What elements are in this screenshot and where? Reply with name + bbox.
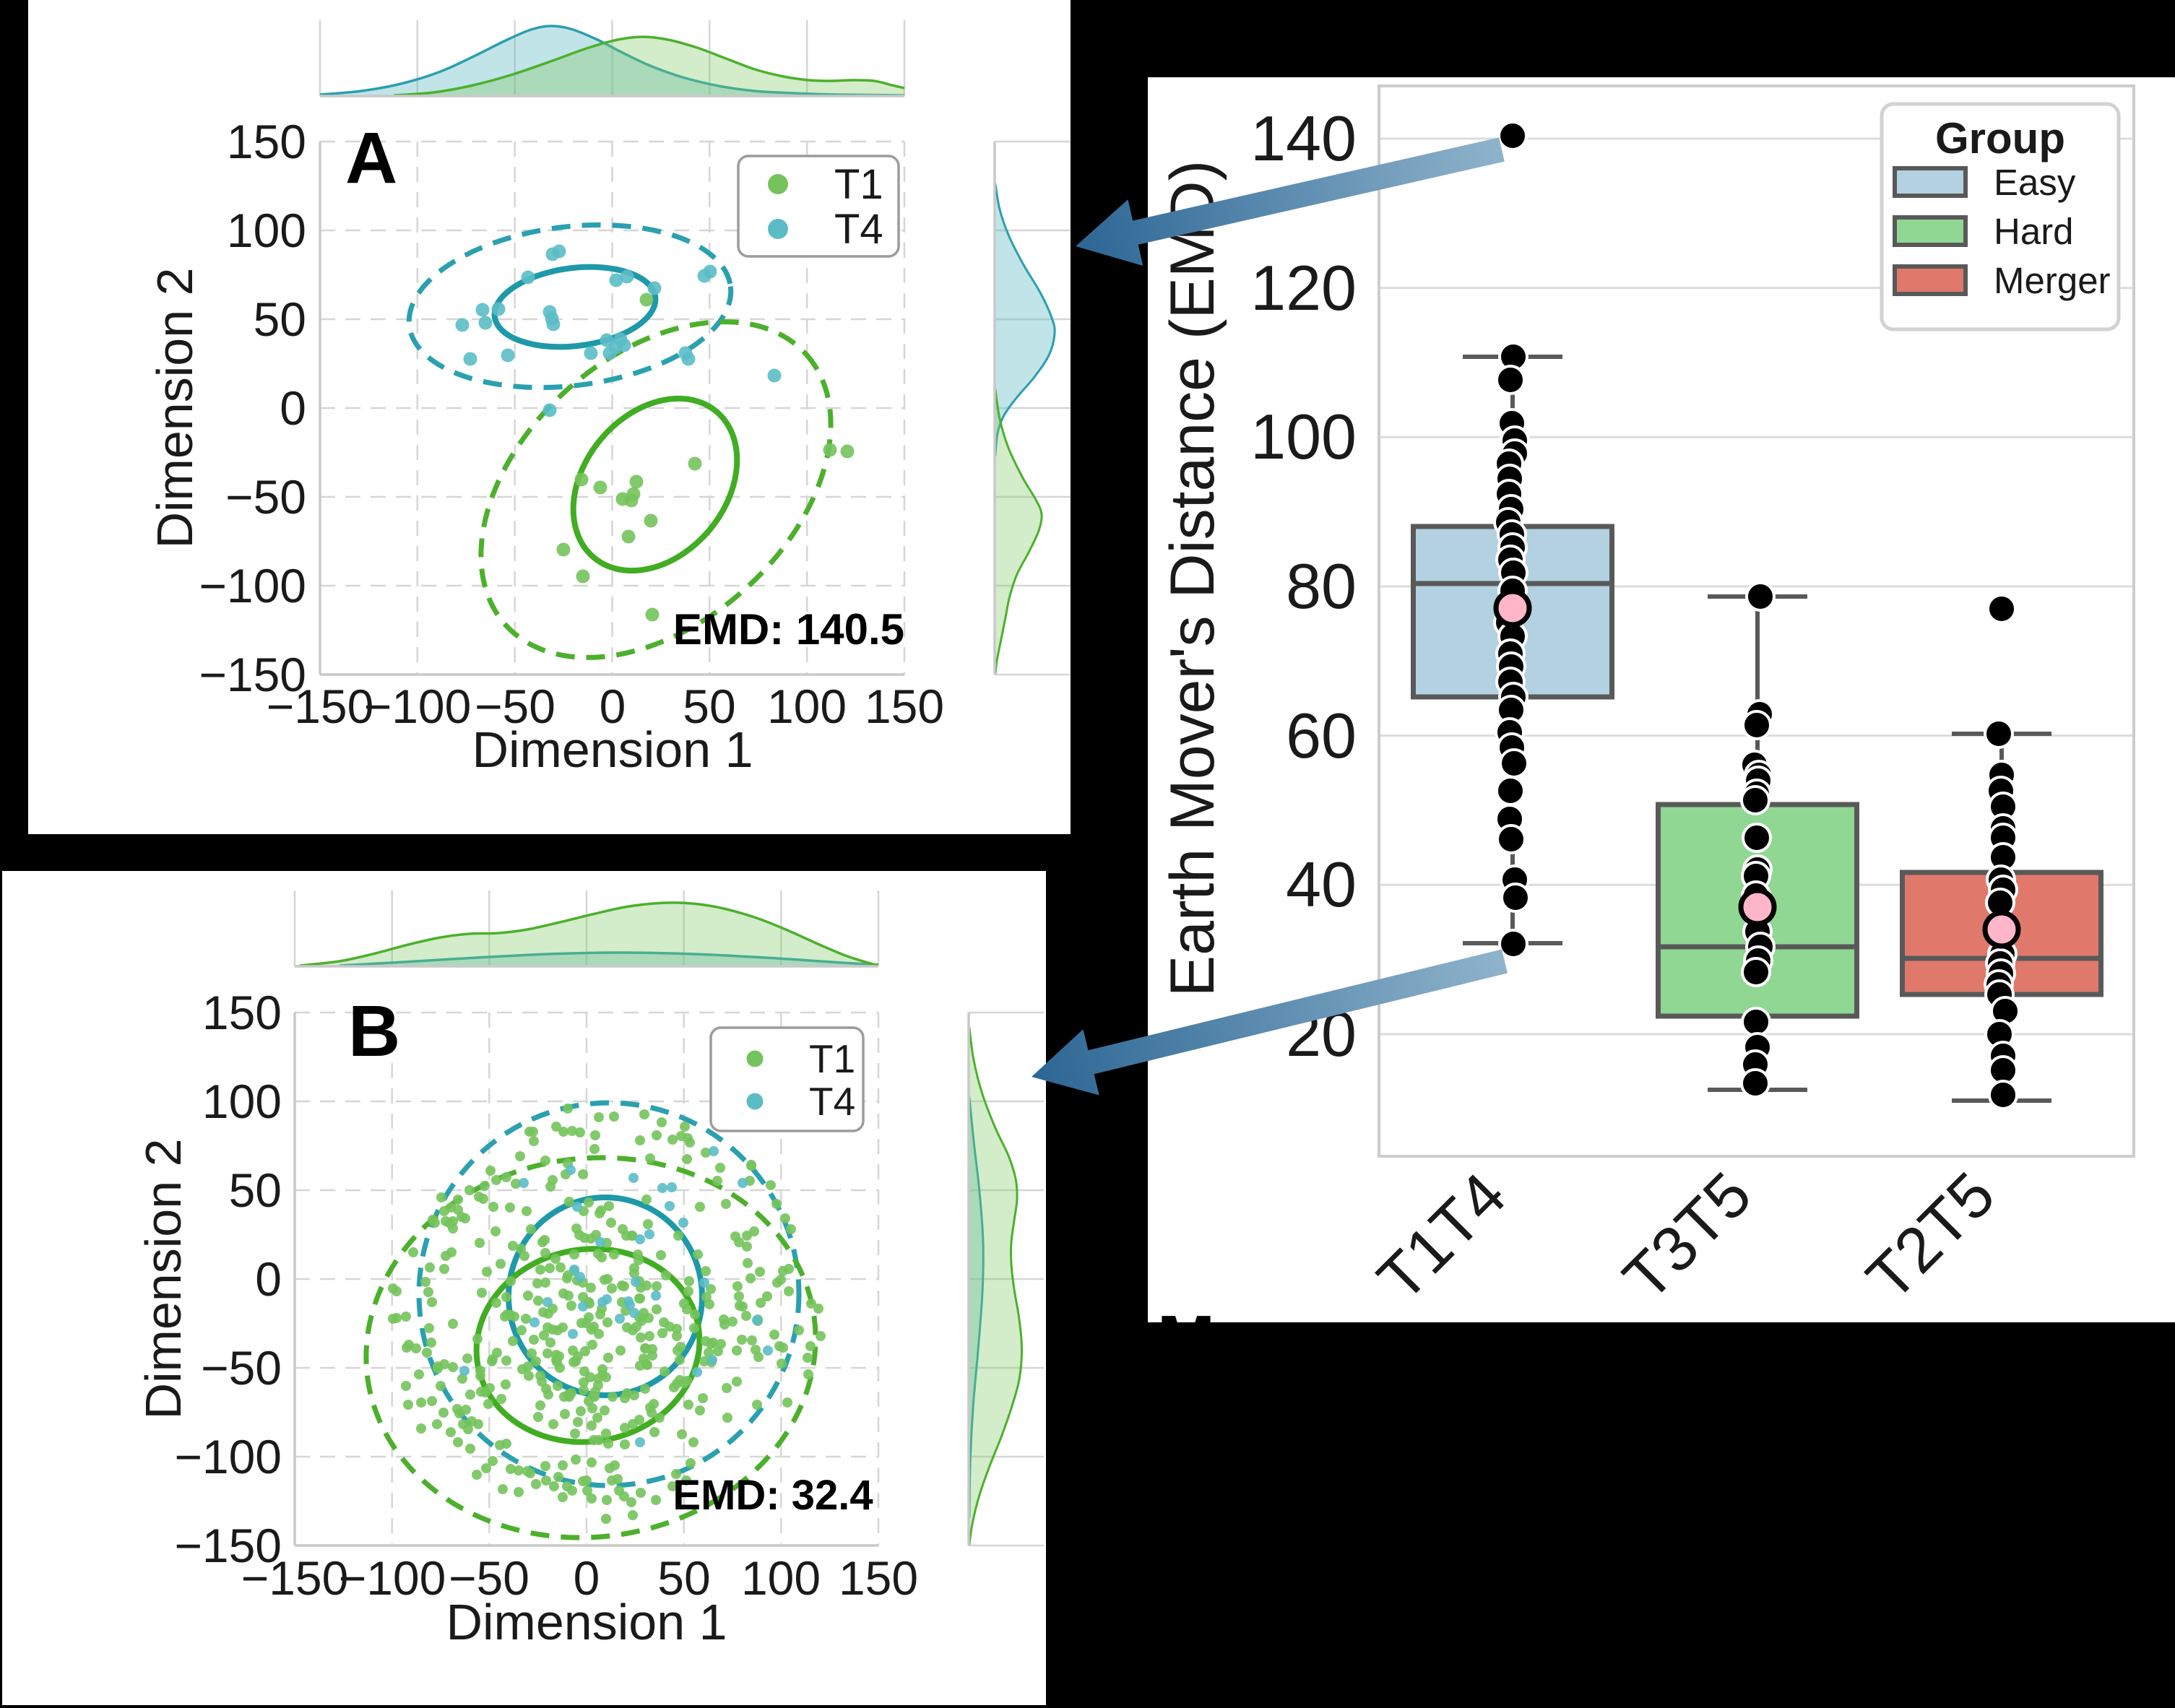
svg-text:−100: −100 — [199, 559, 306, 612]
svg-text:−100: −100 — [174, 1430, 282, 1483]
svg-text:−50: −50 — [225, 470, 306, 524]
svg-text:T4: T4 — [809, 1079, 855, 1124]
svg-text:100: 100 — [227, 204, 306, 257]
svg-text:−150: −150 — [174, 1519, 282, 1572]
svg-text:140: 140 — [1250, 103, 1357, 174]
svg-text:Dimension 2: Dimension 2 — [135, 1138, 191, 1419]
svg-text:T4: T4 — [834, 206, 883, 253]
svg-text:150: 150 — [865, 680, 944, 733]
svg-text:0: 0 — [600, 680, 626, 733]
svg-text:50: 50 — [657, 1551, 710, 1605]
svg-text:−50: −50 — [449, 1551, 529, 1605]
svg-text:0: 0 — [255, 1252, 282, 1306]
svg-text:M: M — [1157, 1301, 1215, 1379]
svg-text:0: 0 — [574, 1551, 600, 1605]
svg-text:100: 100 — [741, 1551, 821, 1605]
svg-text:−150: −150 — [241, 1551, 349, 1605]
svg-text:T1: T1 — [809, 1036, 855, 1081]
svg-text:Dimension 2: Dimension 2 — [147, 267, 203, 548]
svg-text:−100: −100 — [339, 1551, 446, 1605]
svg-text:50: 50 — [254, 292, 306, 346]
svg-text:60: 60 — [1286, 700, 1357, 771]
svg-text:−100: −100 — [364, 680, 472, 733]
svg-text:EMD: 32.4: EMD: 32.4 — [673, 1472, 873, 1519]
svg-text:50: 50 — [683, 680, 735, 733]
svg-text:Earth Mover's Distance (EMD): Earth Mover's Distance (EMD) — [1158, 160, 1227, 997]
svg-text:−150: −150 — [267, 680, 374, 733]
svg-text:150: 150 — [227, 115, 306, 168]
svg-text:Dimension 1: Dimension 1 — [446, 1594, 727, 1650]
svg-text:−50: −50 — [201, 1341, 282, 1395]
svg-text:40: 40 — [1286, 849, 1357, 920]
svg-text:−50: −50 — [475, 680, 555, 733]
svg-text:100: 100 — [1250, 401, 1357, 472]
svg-text:Dimension 1: Dimension 1 — [472, 721, 753, 778]
svg-text:80: 80 — [1286, 550, 1357, 622]
svg-text:100: 100 — [767, 680, 847, 733]
svg-text:0: 0 — [280, 381, 306, 435]
svg-text:A: A — [345, 118, 397, 199]
svg-text:Group: Group — [1935, 114, 2065, 162]
svg-text:−150: −150 — [199, 648, 306, 701]
svg-text:Merger: Merger — [1994, 260, 2111, 301]
svg-text:150: 150 — [202, 986, 282, 1039]
svg-text:150: 150 — [839, 1551, 918, 1605]
svg-text:T1: T1 — [834, 161, 883, 208]
svg-text:EMD: 140.5: EMD: 140.5 — [673, 605, 904, 654]
svg-text:Easy: Easy — [1994, 162, 2076, 203]
svg-text:120: 120 — [1250, 252, 1357, 324]
svg-text:Hard: Hard — [1994, 211, 2074, 252]
svg-text:50: 50 — [229, 1163, 282, 1217]
svg-text:B: B — [348, 991, 400, 1072]
svg-text:100: 100 — [202, 1075, 282, 1128]
